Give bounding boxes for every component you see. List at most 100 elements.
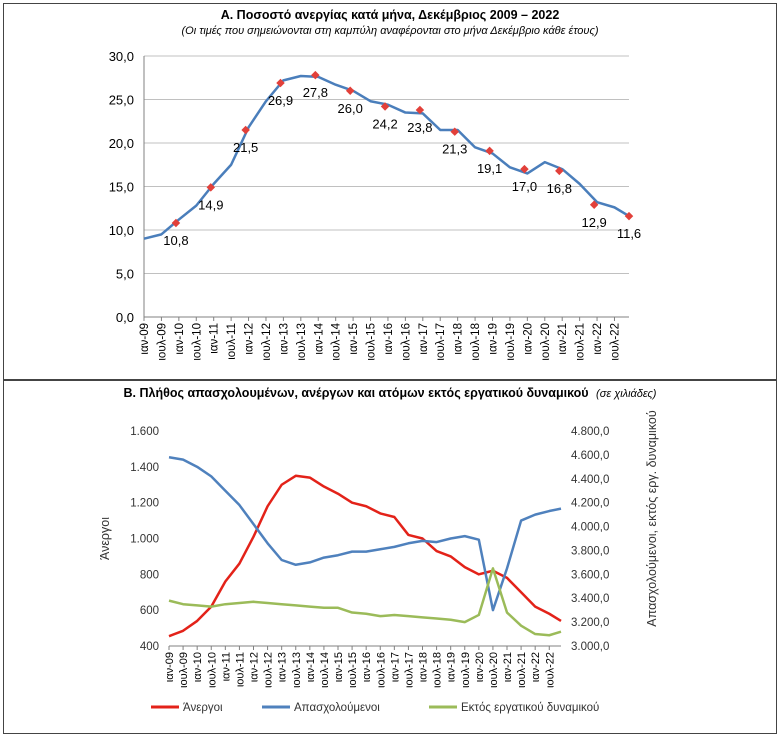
x-tick-label: ιαν-13 <box>278 323 290 355</box>
december-marker <box>380 102 390 111</box>
x-tick-label: ιουλ-11 <box>234 652 246 687</box>
december-marker <box>450 127 459 136</box>
y-tick-label-right: 4.000,0 <box>571 522 609 534</box>
x-tick-label: ιαν-20 <box>474 652 486 682</box>
y-tick-label-right: 3.600,0 <box>571 569 609 581</box>
december-value-label: 17,0 <box>512 179 537 194</box>
x-tick-label: ιαν-12 <box>244 323 256 355</box>
y-tick-label-right: 3.000,0 <box>571 641 609 653</box>
panel-a-title: Α. Ποσοστό ανεργίας κατά μήνα, Δεκέμβριο… <box>220 8 560 22</box>
x-tick-label: ιουλ-12 <box>263 652 275 688</box>
x-tick-label: ιαν-17 <box>389 652 401 682</box>
december-marker <box>276 78 285 88</box>
panel-a-subtitle: (Οι τιμές που σημειώνονται στη καμπύλη α… <box>181 25 599 37</box>
x-tick-label: ιουλ-09 <box>156 323 168 361</box>
x-tick-label: ιαν-18 <box>418 652 430 682</box>
december-value-label: 12,9 <box>581 215 606 230</box>
december-value-label: 27,8 <box>303 85 328 100</box>
legend-label: Απασχολούμενοι <box>294 702 380 714</box>
series-line-employed <box>168 456 562 612</box>
december-marker <box>485 146 494 156</box>
y-tick-label-left: 800 <box>140 569 159 581</box>
y-tick-label-right: 4.400,0 <box>571 474 609 486</box>
x-tick-label: ιαν-16 <box>361 652 373 682</box>
x-tick-label: ιαν-19 <box>446 652 458 682</box>
x-tick-label: ιαν-15 <box>333 652 345 682</box>
december-marker <box>345 86 355 96</box>
series-line-inactive <box>168 567 562 637</box>
december-value-label: 21,5 <box>233 140 258 155</box>
y-tick-label-left: 1.600 <box>130 426 159 438</box>
december-value-label: 26,0 <box>338 101 363 116</box>
x-tick-label: ιαν-22 <box>592 323 604 355</box>
x-tick-label: ιαν-19 <box>488 323 500 355</box>
unemployment-rate-chart: 0,0 5,0 10,0 15,0 20,0 25,0 30,0 ιαν-09 ιουλ-09 ι… <box>109 49 641 361</box>
x-tick-label: ιουλ-18 <box>470 323 482 361</box>
x-tick-label: ιαν-21 <box>557 323 569 355</box>
x-tick-label: ιουλ-13 <box>291 652 303 688</box>
x-tick-label: ιουλ-19 <box>460 652 472 688</box>
x-tick-label: ιαν-11 <box>209 323 221 354</box>
x-tick-label: ιαν-11 <box>220 652 232 681</box>
x-tick-label: ιουλ-19 <box>505 323 517 361</box>
panel-b-title-note: (σε χιλιάδες) <box>596 388 657 400</box>
panel-b-title: Β. Πλήθος απασχολουμένων, ανέργων και ατ… <box>123 386 589 400</box>
x-tick-label: ιουλ-11 <box>226 323 238 360</box>
legend-label: Άνεργοι <box>183 702 223 714</box>
y-axis-title-right: Απασχολούμενοι, εκτός εργ. δυναμικού <box>645 410 659 627</box>
panel-b-title-row: Β. Πλήθος απασχολουμένων, ανέργων και ατ… <box>4 386 776 400</box>
population-counts-chart: 400 600 800 1.000 1.200 1.400 1.600 3.000,0 3.20… <box>98 410 659 714</box>
x-tick-label: ιαν-09 <box>164 652 176 682</box>
x-tick-label: ιαν-18 <box>453 323 465 355</box>
x-tick-label: ιουλ-20 <box>488 652 500 688</box>
x-tick-label: ιαν-12 <box>249 652 261 682</box>
december-marker <box>415 105 425 115</box>
x-tick-label: ιουλ-21 <box>516 652 528 688</box>
december-marker <box>171 218 181 228</box>
x-tick-label: ιουλ-17 <box>435 323 447 361</box>
panel-unemployment-rate: Α. Ποσοστό ανεργίας κατά μήνα, Δεκέμβριο… <box>3 3 777 380</box>
y-tick-label-right: 3.800,0 <box>571 545 609 557</box>
x-tick-label: ιουλ-18 <box>432 652 444 688</box>
y-tick-label-left: 600 <box>140 605 159 617</box>
x-tick-label: ιουλ-16 <box>400 323 412 361</box>
x-tick-label: ιαν-21 <box>502 652 514 682</box>
x-tick-label: ιαν-14 <box>313 322 325 354</box>
x-tick-label: ιουλ-22 <box>544 652 556 688</box>
y-tick-label: 0,0 <box>116 310 134 325</box>
x-tick-label: ιουλ-22 <box>609 323 621 361</box>
x-tick-label: ιουλ-13 <box>296 323 308 361</box>
x-tick-label: ιαν-17 <box>418 323 430 355</box>
y-tick-label-left: 1.400 <box>130 462 159 474</box>
y-tick-label: 25,0 <box>109 93 134 108</box>
y-tick-label-left: 400 <box>140 641 159 653</box>
y-tick-label-left: 1.200 <box>130 498 159 510</box>
x-tick-label: ιουλ-17 <box>403 652 415 688</box>
legend-label: Εκτός εργατικού δυναμικού <box>461 702 599 714</box>
x-tick-label: ιουλ-10 <box>191 323 203 361</box>
x-tick-label: ιουλ-14 <box>319 652 331 688</box>
y-axis-title-left: Άνεργοι <box>98 517 112 560</box>
december-marker <box>206 183 216 192</box>
x-tick-label: ιαν-14 <box>305 652 317 682</box>
x-tick-label: ιουλ-15 <box>366 323 378 361</box>
series-line-unemployed <box>168 474 562 638</box>
x-tick-label: ιαν-15 <box>348 323 360 355</box>
december-value-label: 26,9 <box>268 93 293 108</box>
december-value-label: 14,9 <box>198 197 223 212</box>
december-value-label: 23,8 <box>407 120 432 135</box>
y-tick-label-right: 3.400,0 <box>571 593 609 605</box>
december-marker <box>241 125 250 135</box>
x-tick-label: ιαν-20 <box>522 323 534 355</box>
x-tick-label: ιουλ-10 <box>206 652 218 688</box>
y-tick-label: 30,0 <box>109 49 134 64</box>
y-tick-label: 15,0 <box>109 180 134 195</box>
y-tick-label-right: 4.600,0 <box>571 450 609 462</box>
y-tick-label-left: 1.000 <box>130 534 159 546</box>
y-tick-label: 5,0 <box>116 267 134 282</box>
x-tick-label: ιαν-22 <box>530 652 542 682</box>
x-tick-label: ιουλ-21 <box>575 323 587 361</box>
x-tick-label: ιουλ-15 <box>347 652 359 688</box>
x-tick-label: ιαν-10 <box>174 323 186 355</box>
y-tick-label-right: 3.200,0 <box>571 617 609 629</box>
